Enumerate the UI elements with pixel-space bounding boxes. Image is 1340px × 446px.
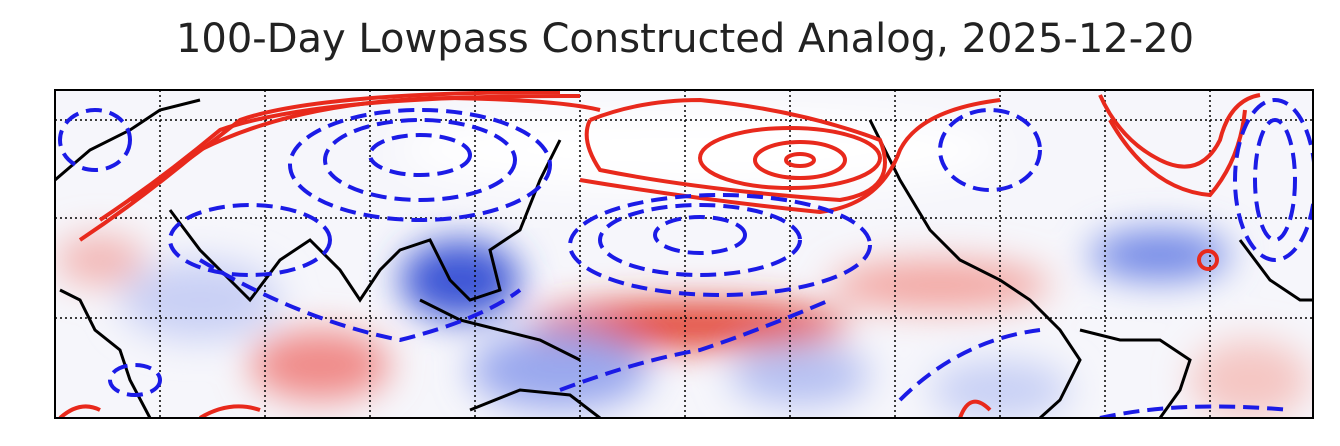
negative-contours xyxy=(58,98,1313,418)
positive-contours xyxy=(58,90,1261,418)
map-title: 100-Day Lowpass Constructed Analog, 2025… xyxy=(176,16,1194,62)
map-frame xyxy=(54,89,1314,419)
map xyxy=(55,90,1313,418)
